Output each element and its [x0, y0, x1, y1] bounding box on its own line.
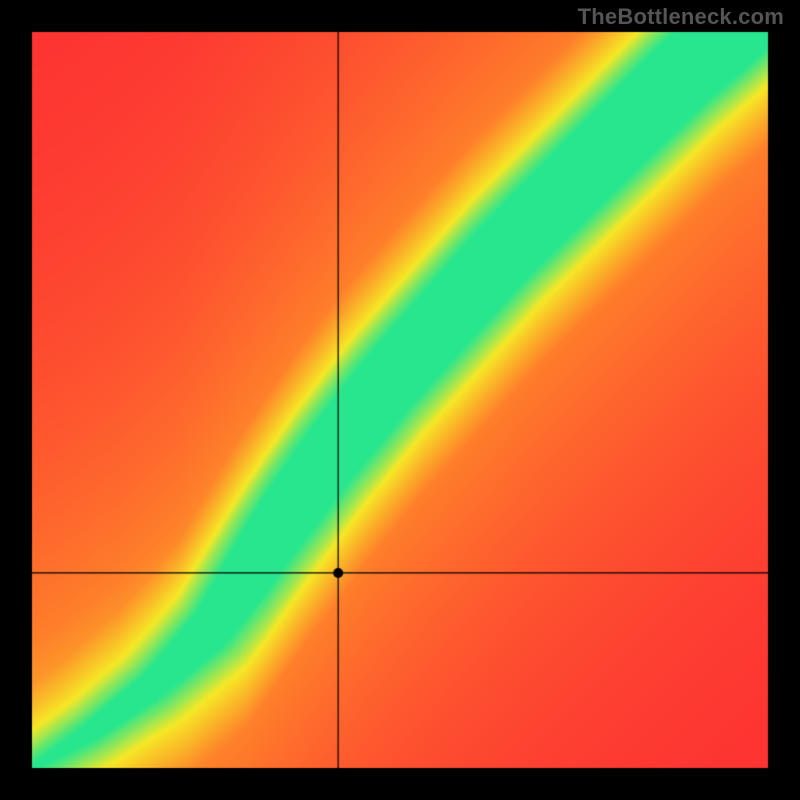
watermark-text: TheBottleneck.com: [578, 4, 784, 30]
bottleneck-heatmap-canvas: [0, 0, 800, 800]
chart-container: TheBottleneck.com: [0, 0, 800, 800]
